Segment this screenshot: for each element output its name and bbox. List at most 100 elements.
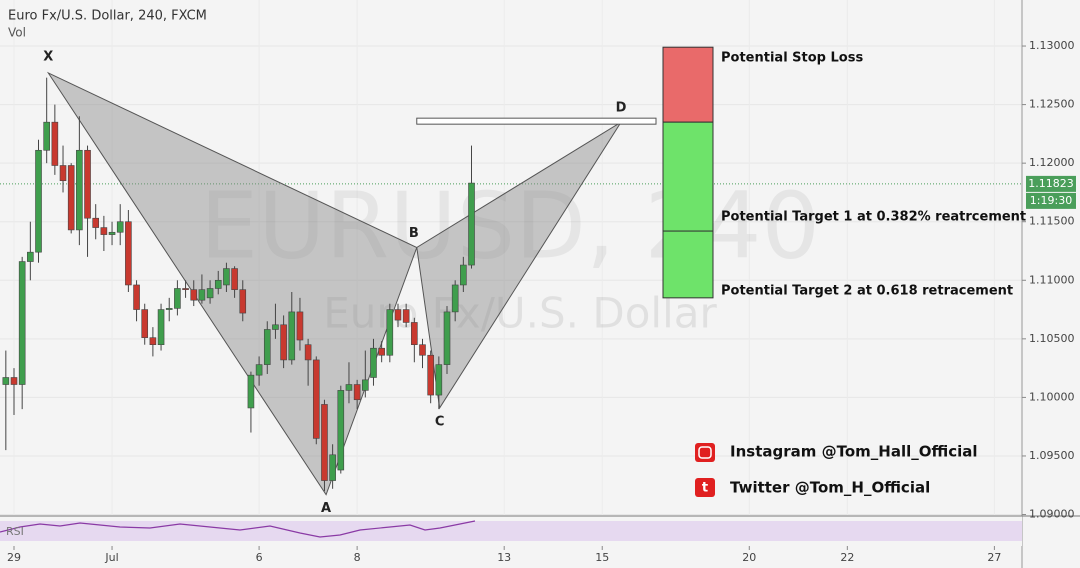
- zone: [662, 121, 714, 232]
- candle-body: [419, 344, 426, 356]
- candle-body: [35, 149, 42, 253]
- countdown: 1:19:30: [1030, 194, 1072, 207]
- candle-body: [370, 347, 377, 378]
- twitter-icon: [695, 478, 715, 497]
- candle-body: [198, 289, 206, 301]
- candle-body: [296, 311, 304, 341]
- zone: [662, 230, 714, 299]
- social-instagram: Instagram @Tom_Hall_Official: [730, 443, 978, 461]
- y-tick-label: 1.10000: [1029, 390, 1075, 403]
- y-tick-label: 1.13000: [1029, 39, 1075, 52]
- candle-body: [247, 374, 255, 409]
- x-tick-label: 20: [742, 551, 756, 564]
- y-tick-label: 1.12500: [1029, 98, 1075, 111]
- candle-body: [304, 344, 312, 361]
- candle-body: [2, 377, 10, 385]
- candle-body: [231, 268, 238, 290]
- candle-body: [100, 227, 108, 235]
- y-tick-label: 1.09500: [1029, 449, 1075, 462]
- candle-body: [84, 149, 91, 219]
- x-tick-label: 13: [497, 551, 511, 564]
- candle-body: [223, 268, 230, 286]
- candle-body: [394, 309, 402, 321]
- x-tick-label: 29: [7, 551, 21, 564]
- candle-body: [206, 288, 214, 299]
- candle-body: [10, 377, 18, 385]
- candle-body: [165, 308, 173, 310]
- zone-label: Potential Stop Loss: [721, 51, 863, 66]
- candle-body: [451, 284, 459, 313]
- instagram-glyph: [698, 446, 712, 459]
- candle-body: [353, 384, 361, 401]
- candle-body: [386, 309, 394, 356]
- last-price-tag: [1026, 175, 1076, 192]
- d-level: [416, 117, 657, 125]
- candle-body: [59, 165, 67, 182]
- candle-body: [141, 309, 149, 338]
- candle-body: [460, 264, 467, 286]
- candle-body: [337, 390, 345, 471]
- pattern-label: D: [616, 101, 627, 116]
- candle-body: [239, 289, 247, 314]
- candle-body: [468, 182, 475, 266]
- y-tick-label: 1.12000: [1029, 156, 1075, 169]
- candle-body: [18, 261, 26, 385]
- candle-body: [272, 324, 279, 330]
- candle-body: [378, 347, 385, 356]
- candle-body: [280, 324, 287, 361]
- rsi-label: RSI: [6, 525, 24, 538]
- subtitle: Vol: [8, 26, 26, 40]
- instagram-icon: [695, 443, 715, 462]
- x-tick-label: 22: [840, 551, 854, 564]
- candle-body: [27, 251, 34, 262]
- x-tick-label: 8: [354, 551, 361, 564]
- countdown-tag: [1026, 192, 1076, 209]
- candle-body: [125, 221, 132, 286]
- social-twitter: Twitter @Tom_H_Official: [730, 479, 930, 497]
- candle-body: [255, 364, 263, 376]
- candle-body: [157, 309, 165, 345]
- x-tick-label: 6: [256, 551, 263, 564]
- zone-label: Potential Target 1 at 0.382% reatrcement: [721, 210, 1026, 225]
- x-tick-label: 15: [595, 551, 609, 564]
- candle-body: [362, 379, 369, 391]
- candle-body: [190, 289, 198, 301]
- candle-body: [345, 384, 353, 391]
- candle-body: [43, 121, 50, 151]
- candle-body: [67, 165, 75, 231]
- candle-body: [92, 217, 100, 228]
- candle-body: [263, 329, 271, 365]
- candle-body: [76, 149, 83, 231]
- candle-body: [214, 279, 222, 289]
- candle-body: [108, 231, 116, 235]
- pattern-triangle: [416, 121, 622, 410]
- candle-body: [288, 311, 296, 361]
- pattern-label: X: [43, 49, 53, 64]
- candle-body: [51, 121, 59, 166]
- candle-body: [116, 221, 124, 233]
- rsi-line: [0, 520, 476, 538]
- zone: [662, 46, 714, 123]
- pattern-label: A: [321, 501, 331, 516]
- candle-body: [182, 288, 189, 290]
- rsi-band: [0, 521, 1022, 541]
- candle-body: [312, 359, 320, 439]
- candle-body: [149, 337, 157, 345]
- y-tick-label: 1.10500: [1029, 332, 1075, 345]
- last-price-label: 1.11823: [1028, 177, 1074, 190]
- candle-body: [133, 284, 140, 310]
- candle-body: [174, 288, 181, 309]
- y-tick-label: 1.11500: [1029, 215, 1075, 228]
- x-tick-label: Jul: [104, 551, 118, 564]
- pattern-label: C: [435, 414, 445, 429]
- candle-body: [329, 454, 336, 481]
- pattern-label: B: [409, 226, 419, 241]
- candle-body: [435, 364, 443, 396]
- candle-body: [427, 354, 434, 396]
- zone-label: Potential Target 2 at 0.618 retracement: [721, 283, 1013, 298]
- candle-body: [443, 311, 451, 365]
- y-tick-label: 1.11000: [1029, 273, 1075, 286]
- y-tick-label: 1.09000: [1029, 508, 1075, 521]
